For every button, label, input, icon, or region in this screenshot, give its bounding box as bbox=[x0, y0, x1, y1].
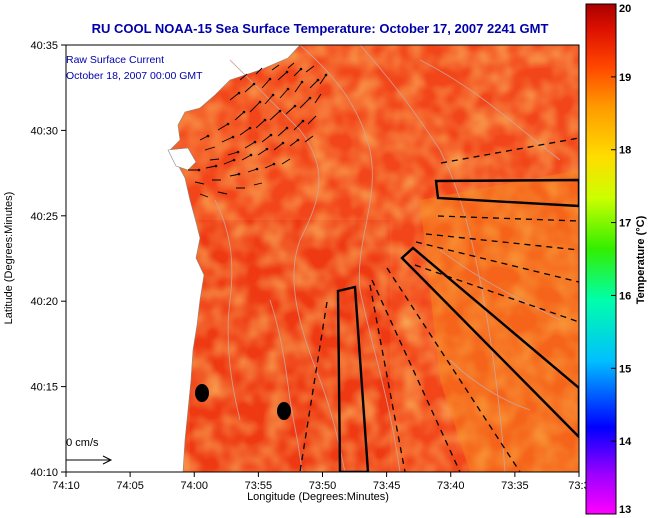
colorbar-tick-label: 13 bbox=[619, 504, 631, 516]
land-upper-left bbox=[66, 45, 300, 100]
survey-transects-dashed bbox=[299, 137, 579, 472]
x-tick-label: 73:35 bbox=[501, 480, 529, 492]
y-tick-label: 40:15 bbox=[30, 382, 58, 394]
x-axis-label: Longitude (Degrees:Minutes) bbox=[247, 491, 389, 503]
survey-transects-solid bbox=[336, 178, 579, 472]
buoy-marker-2 bbox=[277, 402, 291, 420]
x-tick-label: 73:40 bbox=[437, 480, 465, 492]
map-plot-area: Raw Surface Current October 18, 2007 00:… bbox=[60, 45, 579, 472]
colorbar-tick-label: 19 bbox=[619, 72, 631, 84]
colorbar-tick-label: 16 bbox=[619, 290, 631, 302]
colorbar-label: Temperature (°C) bbox=[635, 215, 647, 304]
x-tick-label: 73:45 bbox=[373, 480, 401, 492]
colorbar-tick-label: 17 bbox=[619, 218, 631, 230]
land-coastline bbox=[66, 45, 301, 472]
x-tick-label: 73:50 bbox=[309, 480, 337, 492]
x-tick-label: 73:3 bbox=[568, 480, 589, 492]
legend-current-label: Raw Surface Current bbox=[66, 54, 164, 66]
surface-current-vectors bbox=[188, 62, 327, 198]
x-axis-ticks: 74:10 74:05 74:00 73:55 73:50 73:45 73:40 73:35… bbox=[52, 472, 590, 492]
legend-current-time: October 18, 2007 00:00 GMT bbox=[66, 70, 203, 82]
x-tick-label: 74:10 bbox=[52, 480, 80, 492]
y-tick-label: 40:30 bbox=[30, 125, 58, 137]
land-bay-inlet bbox=[130, 250, 190, 305]
surface-current-vector-heads bbox=[197, 67, 328, 176]
colorbar-ticks: 20 19 18 17 16 15 14 13 bbox=[611, 3, 632, 516]
x-tick-label: 73:55 bbox=[245, 480, 273, 492]
y-tick-label: 40:20 bbox=[30, 296, 58, 308]
x-tick-label: 74:05 bbox=[116, 480, 144, 492]
land-sandy-hook bbox=[167, 147, 197, 171]
figure-title: RU COOL NOAA-15 Sea Surface Temperature:… bbox=[92, 21, 549, 36]
y-axis-label: Latitude (Degrees:Minutes) bbox=[3, 192, 15, 325]
y-tick-label: 40:25 bbox=[30, 211, 58, 223]
colorbar-tick-label: 18 bbox=[619, 145, 631, 157]
colorbar-tick-label: 14 bbox=[619, 436, 632, 448]
colorbar-tick-label: 20 bbox=[619, 3, 631, 15]
scale-vector-label: 50 cm/s bbox=[60, 437, 99, 449]
colorbar bbox=[585, 3, 617, 515]
y-axis-ticks: 40:35 40:30 40:25 40:20 40:15 40:10 bbox=[30, 40, 66, 479]
bathymetry-contours bbox=[214, 45, 561, 472]
x-tick-label: 74:00 bbox=[180, 480, 208, 492]
colorbar-tick-label: 15 bbox=[619, 363, 631, 375]
buoy-marker-1 bbox=[195, 384, 209, 402]
scale-vector-arrow bbox=[66, 455, 113, 465]
y-tick-label: 40:10 bbox=[30, 467, 58, 479]
y-tick-label: 40:35 bbox=[30, 40, 58, 52]
